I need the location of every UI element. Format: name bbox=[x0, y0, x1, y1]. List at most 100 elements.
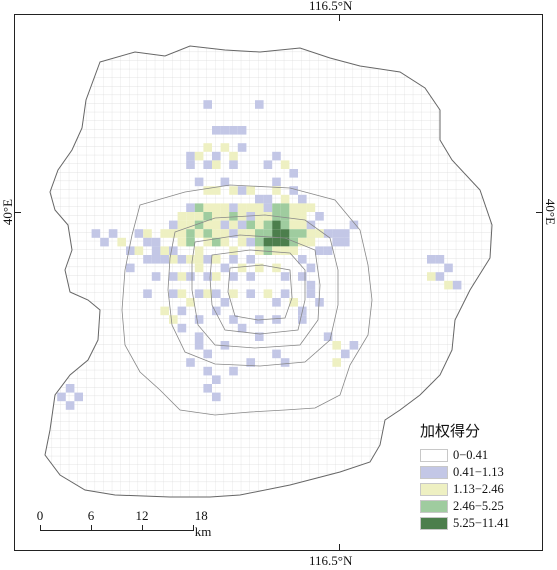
grid-cell bbox=[289, 229, 298, 238]
legend-label: 2.46−5.25 bbox=[453, 499, 504, 513]
legend-item: 0−0.41 bbox=[420, 447, 540, 464]
grid-cell bbox=[315, 212, 324, 221]
grid-cell bbox=[212, 255, 221, 264]
grid-cell bbox=[212, 229, 221, 238]
grid-cell bbox=[203, 384, 212, 393]
grid-cell bbox=[263, 212, 273, 221]
grid-cell bbox=[203, 160, 212, 169]
grid-cell bbox=[186, 220, 195, 230]
legend-item: 0.41−1.13 bbox=[420, 464, 540, 481]
legend-label: 0.41−1.13 bbox=[453, 465, 504, 479]
grid-cell bbox=[306, 263, 316, 273]
scale-label: 6 bbox=[87, 508, 95, 523]
grid-cell bbox=[298, 194, 307, 204]
grid-cell bbox=[289, 169, 298, 178]
grid-cell bbox=[332, 229, 341, 238]
grid-cell bbox=[212, 203, 221, 212]
grid-cell bbox=[169, 229, 178, 238]
grid-cell bbox=[298, 315, 307, 324]
grid-cell bbox=[255, 194, 264, 204]
grid-cell bbox=[332, 358, 341, 367]
grid-cell bbox=[203, 237, 212, 247]
grid-cell bbox=[194, 212, 204, 221]
grid-cell bbox=[203, 366, 212, 376]
grid-cell bbox=[229, 315, 238, 324]
grid-cell bbox=[289, 203, 298, 212]
grid-cell bbox=[212, 186, 221, 195]
grid-cell bbox=[126, 246, 135, 255]
grid-cell bbox=[237, 143, 247, 152]
sixth-ring-road bbox=[121, 184, 373, 416]
grid-cell bbox=[306, 280, 316, 290]
grid-cell bbox=[220, 143, 230, 152]
grid-cell bbox=[272, 220, 281, 230]
grid-cell bbox=[169, 272, 178, 281]
legend-swatch bbox=[420, 466, 448, 479]
grid-cell bbox=[203, 212, 212, 221]
legend-title: 加权得分 bbox=[420, 422, 481, 440]
second-ring-road bbox=[227, 264, 293, 321]
grid-cell bbox=[246, 229, 255, 238]
grid-cell bbox=[263, 289, 273, 298]
grid-cell bbox=[280, 229, 290, 238]
grid-cell bbox=[263, 194, 273, 204]
legend-label: 1.13−2.46 bbox=[453, 482, 504, 496]
grid-cell bbox=[298, 255, 307, 264]
grid-cell bbox=[255, 220, 264, 230]
grid-cell bbox=[65, 401, 75, 410]
grid-cell bbox=[246, 220, 255, 230]
grid-cell bbox=[246, 186, 255, 195]
grid-cell bbox=[229, 289, 238, 298]
legend-item: 1.13−2.46 bbox=[420, 481, 540, 498]
grid-cell bbox=[280, 194, 290, 204]
grid-cell bbox=[186, 203, 195, 212]
grid-cell bbox=[212, 392, 221, 402]
bottom-tick bbox=[339, 544, 340, 551]
grid-cell bbox=[194, 151, 204, 161]
grid-cell bbox=[194, 229, 204, 238]
map-frame bbox=[14, 14, 543, 551]
grid-cell bbox=[237, 323, 247, 333]
fourth-ring-road bbox=[191, 234, 321, 349]
grid-cell bbox=[289, 212, 298, 221]
grid-cell bbox=[444, 280, 453, 290]
grid-cell bbox=[263, 203, 273, 212]
grid-cell bbox=[246, 203, 255, 212]
grid-cell bbox=[427, 272, 436, 281]
grid-cell bbox=[57, 392, 66, 402]
grid-cell bbox=[74, 392, 83, 402]
grid-cell bbox=[298, 212, 307, 221]
grid-cell bbox=[177, 212, 187, 221]
grid-cell bbox=[108, 229, 118, 238]
grid-cell bbox=[298, 237, 307, 247]
scale-tick bbox=[193, 525, 194, 531]
grid-cell bbox=[452, 280, 462, 290]
grid-cell bbox=[229, 366, 238, 376]
grid-cell bbox=[160, 255, 169, 264]
grid-cell bbox=[444, 263, 453, 273]
grid-cell bbox=[237, 126, 247, 135]
grid-cell bbox=[280, 160, 290, 169]
grid-cell bbox=[194, 315, 204, 324]
grid-cell bbox=[289, 246, 298, 255]
scale-tick bbox=[91, 525, 92, 531]
grid-cell bbox=[203, 220, 212, 230]
grid-cell bbox=[272, 203, 281, 212]
legend-item: 2.46−5.25 bbox=[420, 498, 540, 515]
grid-cell bbox=[306, 229, 316, 238]
grid-cell bbox=[289, 220, 298, 230]
grid-cell bbox=[306, 289, 316, 298]
grid-cell bbox=[289, 298, 298, 307]
grid-cell bbox=[177, 289, 187, 298]
grid-cell bbox=[203, 203, 212, 212]
grid-cell bbox=[427, 255, 436, 264]
grid-cell bbox=[212, 289, 221, 298]
grid-cell bbox=[272, 151, 281, 161]
grid-cell bbox=[194, 255, 204, 264]
grid-cell bbox=[194, 341, 204, 350]
grid-cell bbox=[194, 289, 204, 298]
grid-cell bbox=[246, 272, 255, 281]
grid-cell bbox=[203, 255, 212, 264]
grid-cell bbox=[151, 255, 161, 264]
